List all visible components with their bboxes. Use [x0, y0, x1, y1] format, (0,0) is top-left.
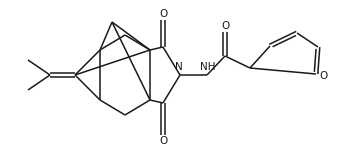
- Text: NH: NH: [200, 62, 216, 72]
- Text: O: O: [159, 136, 167, 146]
- Text: O: O: [159, 9, 167, 19]
- Text: N: N: [175, 62, 183, 72]
- Text: O: O: [221, 21, 229, 31]
- Text: O: O: [319, 71, 327, 81]
